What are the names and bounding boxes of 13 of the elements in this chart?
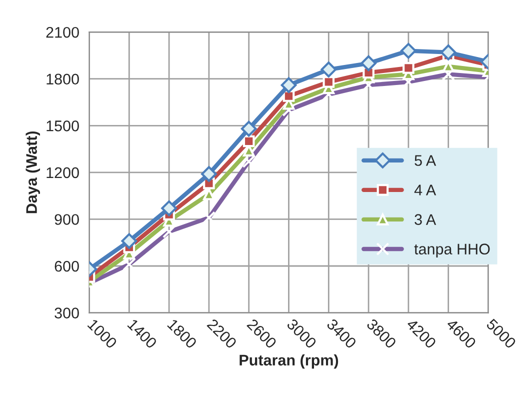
legend-label: 4 A <box>414 184 436 196</box>
y-axis-title: Daya (Watt) <box>26 131 40 214</box>
y-tick-label: 300 <box>54 308 79 318</box>
legend-label: 5 A <box>414 155 436 166</box>
legend-label: 3 A <box>414 214 436 225</box>
legend-label: tanpa HHO <box>414 244 490 258</box>
y-tick-label: 900 <box>54 214 79 225</box>
x-axis-title: Putaran (rpm) <box>240 354 338 369</box>
y-tick-label: 600 <box>54 260 79 272</box>
y-tick-label: 2100 <box>46 26 79 38</box>
y-tick-label: 1500 <box>46 120 79 132</box>
y-tick-label: 1200 <box>46 167 79 178</box>
y-tick-label: 1800 <box>46 74 79 85</box>
